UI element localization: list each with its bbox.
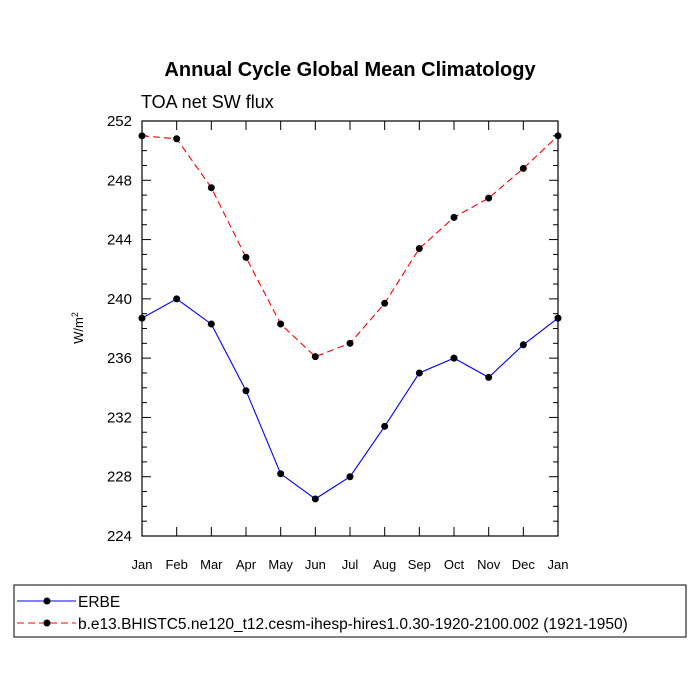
- y-axis-label: W/m2: [70, 312, 86, 344]
- x-tick-label: Feb: [165, 557, 187, 572]
- y-tick-label: 252: [107, 113, 132, 130]
- legend-marker-0: [43, 597, 51, 605]
- series-0-point: [450, 354, 458, 362]
- x-tick-label: Jul: [342, 557, 359, 572]
- x-tick-label: Jan: [548, 557, 569, 572]
- plot-frame: [141, 120, 559, 537]
- legend-box: [13, 584, 687, 638]
- x-tick-label: Sep: [408, 557, 431, 572]
- legend-label-1: b.e13.BHISTC5.ne120_t12.cesm-ihesp-hires…: [78, 616, 628, 633]
- x-tick-label: Dec: [512, 557, 536, 572]
- series-1-point: [381, 299, 389, 307]
- y-tick-label: 228: [107, 469, 132, 486]
- chart-subtitle: TOA net SW flux: [141, 92, 274, 112]
- series-1-point: [173, 135, 181, 143]
- series-0-point: [346, 473, 354, 481]
- series-0-point: [207, 320, 215, 328]
- y-tick-label: 240: [107, 291, 132, 308]
- y-tick-label: 224: [107, 528, 132, 545]
- series-1-point: [519, 164, 527, 172]
- series-1-point: [450, 213, 458, 221]
- y-tick-label: 244: [107, 232, 132, 249]
- legend-marker-1: [43, 619, 51, 627]
- series-0-point: [415, 369, 423, 377]
- chart-title: Annual Cycle Global Mean Climatology: [164, 59, 536, 81]
- x-tick-label: Mar: [200, 557, 223, 572]
- series-0-point: [485, 373, 493, 381]
- x-tick-label: May: [268, 557, 293, 572]
- x-tick-label: Nov: [477, 557, 501, 572]
- x-tick-label: Oct: [444, 557, 465, 572]
- x-tick-label: Apr: [236, 557, 257, 572]
- series-line-0: [141, 298, 559, 500]
- series-0-point: [381, 422, 389, 430]
- y-tick-label: 232: [107, 409, 132, 426]
- y-tick-label: 248: [107, 172, 132, 189]
- series-0-point: [173, 295, 181, 303]
- x-tick-label: Jun: [305, 557, 326, 572]
- series-1-point: [277, 320, 285, 328]
- series-1-point: [207, 184, 215, 192]
- legend: ERBE b.e13.BHISTC5.ne120_t12.cesm-ihesp-h…: [13, 584, 687, 638]
- x-tick-label: Jan: [132, 557, 153, 572]
- series-line-1: [141, 135, 559, 358]
- series-0-point: [311, 495, 319, 503]
- y-axis-label-superscript: 2: [70, 312, 80, 317]
- series-1-point: [311, 353, 319, 361]
- series-1-point: [346, 339, 354, 347]
- series-0-point: [519, 341, 527, 349]
- series-0-point: [242, 387, 250, 395]
- series-0-point: [277, 470, 285, 478]
- legend-label-0: ERBE: [78, 594, 120, 611]
- series-1-point: [415, 244, 423, 252]
- series-1-point: [242, 253, 250, 261]
- series-1-point: [485, 194, 493, 202]
- y-tick-label: 236: [107, 350, 132, 367]
- x-tick-label: Aug: [373, 557, 396, 572]
- y-axis-label-text: W/m: [71, 317, 86, 344]
- plot-area: 224 228 232 236 240 244 248 252 Jan Feb Mar Apr May J…: [107, 113, 569, 572]
